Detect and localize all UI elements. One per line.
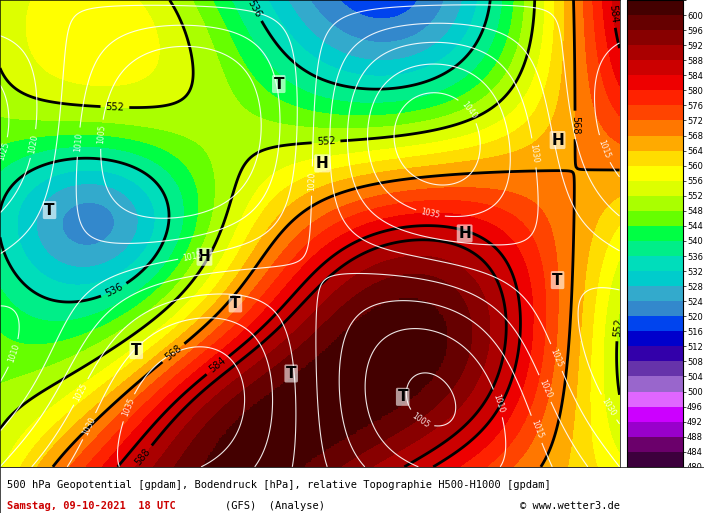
Text: 1035: 1035	[420, 207, 441, 220]
Text: H: H	[458, 226, 471, 241]
Text: 536: 536	[103, 282, 125, 299]
Text: 1020: 1020	[307, 171, 317, 191]
Text: 1030: 1030	[81, 416, 97, 437]
Text: (GFS)  (Analyse): (GFS) (Analyse)	[225, 502, 325, 511]
Text: 1015: 1015	[182, 250, 203, 263]
Text: T: T	[230, 296, 241, 311]
Text: H: H	[551, 132, 564, 148]
Text: 1030: 1030	[600, 397, 617, 418]
Text: 584: 584	[608, 4, 620, 24]
Text: 1010: 1010	[491, 392, 505, 414]
Text: T: T	[274, 76, 284, 91]
Text: 1035: 1035	[120, 397, 136, 418]
Text: 1005: 1005	[96, 124, 106, 144]
Text: 1010: 1010	[73, 132, 84, 152]
Text: 536: 536	[246, 0, 263, 19]
Text: 588: 588	[133, 446, 153, 467]
Text: 1040: 1040	[460, 100, 478, 121]
Text: 552: 552	[316, 136, 336, 147]
Text: 568: 568	[570, 115, 580, 134]
Text: 1015: 1015	[529, 419, 544, 440]
Text: 1025: 1025	[0, 141, 11, 162]
Text: 552: 552	[612, 317, 624, 337]
Text: 500 hPa Geopotential [gpdam], Bodendruck [hPa], relative Topographie H500-H1000 : 500 hPa Geopotential [gpdam], Bodendruck…	[7, 480, 551, 490]
Text: 1005: 1005	[410, 411, 432, 429]
Text: 1030: 1030	[528, 143, 540, 163]
Text: 1020: 1020	[537, 378, 553, 399]
Text: H: H	[198, 249, 210, 264]
Text: 1015: 1015	[596, 139, 612, 160]
Text: 1025: 1025	[548, 347, 565, 368]
Text: 568: 568	[163, 343, 184, 363]
Text: T: T	[44, 203, 55, 218]
Text: T: T	[286, 366, 296, 381]
Text: Samstag, 09-10-2021  18 UTC: Samstag, 09-10-2021 18 UTC	[7, 502, 176, 511]
Text: 1025: 1025	[73, 381, 89, 403]
Text: H: H	[316, 156, 329, 171]
Text: T: T	[398, 389, 408, 404]
Text: 1010: 1010	[6, 343, 21, 364]
Text: 584: 584	[207, 356, 228, 375]
Text: 552: 552	[106, 102, 125, 112]
Text: © www.wetter3.de: © www.wetter3.de	[520, 502, 620, 511]
Text: T: T	[553, 272, 562, 288]
Text: 1020: 1020	[27, 133, 39, 154]
Text: T: T	[131, 343, 142, 358]
